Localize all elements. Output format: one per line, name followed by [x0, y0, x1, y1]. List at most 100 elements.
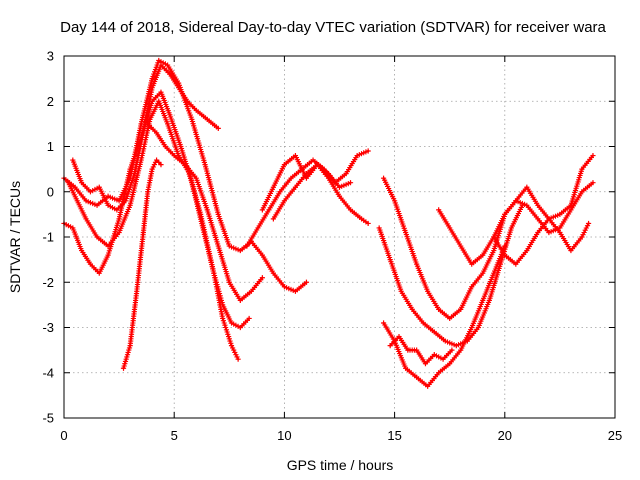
marker-fill [157, 100, 170, 125]
marker-fill [525, 186, 540, 206]
marker-fill [407, 347, 417, 353]
marker-fill [448, 349, 462, 365]
data-point [519, 202, 526, 208]
data-point [502, 243, 508, 249]
chart-title: Day 144 of 2018, Sidereal Day-to-day VTE… [60, 19, 606, 36]
marker-fill [127, 291, 140, 346]
marker-fill [338, 195, 352, 211]
series-track-7 [244, 148, 371, 249]
marker-fill [117, 168, 133, 220]
marker-fill [476, 299, 492, 328]
marker-fill [167, 114, 183, 147]
data-point [158, 162, 164, 168]
marker-fill [388, 259, 404, 292]
data-point [365, 148, 371, 154]
marker-fill [487, 263, 503, 301]
marker-fill [492, 213, 507, 238]
marker-fill [227, 281, 242, 301]
marker-fill [189, 118, 207, 165]
marker-fill [459, 245, 474, 265]
data-point [579, 234, 585, 240]
data-point [235, 356, 241, 362]
marker-fill [283, 154, 297, 166]
marker-fill [437, 209, 452, 229]
marker-fill [97, 254, 110, 274]
data-point [228, 343, 235, 349]
data-point [590, 152, 596, 159]
marker-fill [382, 322, 396, 342]
marker-fill [271, 164, 286, 188]
marker-fill [80, 181, 92, 193]
marker-fill [492, 236, 507, 256]
data-point [303, 279, 310, 285]
y-tick-label: 0 [47, 184, 54, 199]
marker-fill [344, 155, 359, 175]
marker-fill [356, 149, 369, 158]
y-tick-label: -1 [42, 230, 54, 245]
marker-fill [580, 223, 591, 238]
marker-fill [160, 64, 171, 75]
marker-fill [159, 91, 172, 116]
data-point [215, 125, 221, 131]
series-track-5 [70, 62, 221, 213]
marker-fill [509, 204, 524, 229]
marker-fill [349, 208, 363, 220]
marker-fill [150, 60, 161, 79]
marker-fill [267, 191, 282, 211]
marker-fill [558, 231, 573, 252]
marker-fill [470, 299, 485, 328]
marker-fill [448, 308, 462, 320]
marker-fill [184, 163, 198, 179]
marker-fill [433, 353, 444, 361]
series-track-9 [259, 152, 354, 213]
marker-fill [261, 254, 275, 274]
marker-fill [260, 186, 275, 211]
marker-fill [377, 227, 393, 261]
marker-fill [71, 159, 84, 184]
marker-fill [415, 376, 429, 388]
marker-fill [392, 200, 408, 233]
marker-fill [71, 227, 84, 252]
y-tick-label: -2 [42, 275, 54, 290]
marker-fill [404, 367, 418, 379]
marker-fill [293, 155, 308, 179]
x-axis-label: GPS time / hours [287, 457, 394, 473]
marker-fill [536, 218, 550, 234]
marker-fill [581, 181, 594, 193]
marker-fill [239, 290, 253, 302]
marker-fill [426, 372, 440, 387]
marker-fill [203, 164, 221, 215]
data-point [590, 180, 596, 186]
marker-fill [250, 240, 264, 256]
marker-fill [75, 200, 88, 220]
marker-fill [284, 285, 296, 293]
marker-fill [481, 272, 496, 301]
marker-fill [134, 232, 146, 292]
marker-fill [316, 163, 330, 175]
marker-fill [165, 123, 181, 156]
series-track-12 [380, 243, 508, 389]
marker-fill [525, 231, 540, 252]
marker-fill [415, 349, 427, 365]
marker-fill [107, 203, 118, 212]
marker-fill [580, 154, 594, 170]
marker-fill [164, 145, 175, 157]
series-track-3 [65, 98, 241, 362]
marker-fill [547, 218, 561, 234]
series-track-6 [145, 121, 265, 303]
marker-fill [158, 59, 168, 67]
y-tick-label: -4 [42, 365, 54, 380]
marker-fill [205, 209, 221, 247]
marker-fill [206, 118, 219, 130]
data-point [365, 220, 371, 227]
marker-fill [228, 244, 241, 253]
marker-fill [84, 218, 99, 238]
marker-fill [327, 177, 341, 197]
marker-fill [132, 132, 146, 174]
marker-fill [194, 177, 210, 211]
series-track-15 [491, 152, 596, 267]
marker-fill [116, 200, 127, 211]
marker-fill [96, 235, 109, 248]
x-tick-label: 20 [498, 428, 512, 443]
